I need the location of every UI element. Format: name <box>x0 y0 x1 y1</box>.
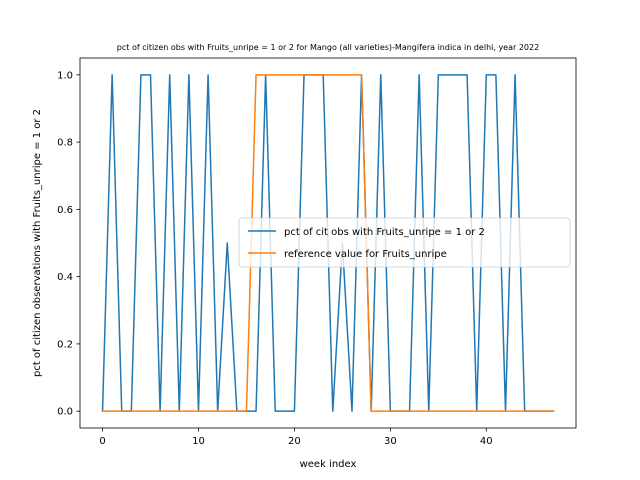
y-tick-label: 0.2 <box>57 339 73 350</box>
axes-frame <box>79 57 577 429</box>
x-axis-label: week index <box>300 459 357 470</box>
y-axis-label: pct of citizen observations with Fruits_… <box>32 109 43 377</box>
y-tick-label: 0.6 <box>57 205 73 216</box>
x-tick-label: 10 <box>192 436 205 447</box>
x-tick-label: 20 <box>288 436 301 447</box>
y-tick-label: 0.4 <box>57 272 73 283</box>
legend-label-reference: reference value for Fruits_unripe <box>284 249 447 260</box>
y-axis: 0.0 0.2 0.4 0.6 0.8 1.0 <box>57 70 80 418</box>
x-tick-label: 40 <box>480 436 493 447</box>
series-line-reference <box>101 74 555 412</box>
legend-label-unripe-pct: pct of cit obs with Fruits_unripe = 1 or… <box>284 227 485 238</box>
y-tick-label: 0.8 <box>57 138 73 149</box>
y-tick-label: 1.0 <box>57 70 73 81</box>
legend-frame <box>238 217 571 268</box>
y-tick-label: 0.0 <box>57 407 73 418</box>
legend: pct of cit obs with Fruits_unripe = 1 or… <box>238 217 571 268</box>
x-tick-label: 0 <box>99 436 105 447</box>
x-axis: 0 10 20 30 40 <box>99 428 493 447</box>
chart-title: pct of citizen obs with Fruits_unripe = … <box>117 43 539 52</box>
x-tick-label: 30 <box>384 436 397 447</box>
